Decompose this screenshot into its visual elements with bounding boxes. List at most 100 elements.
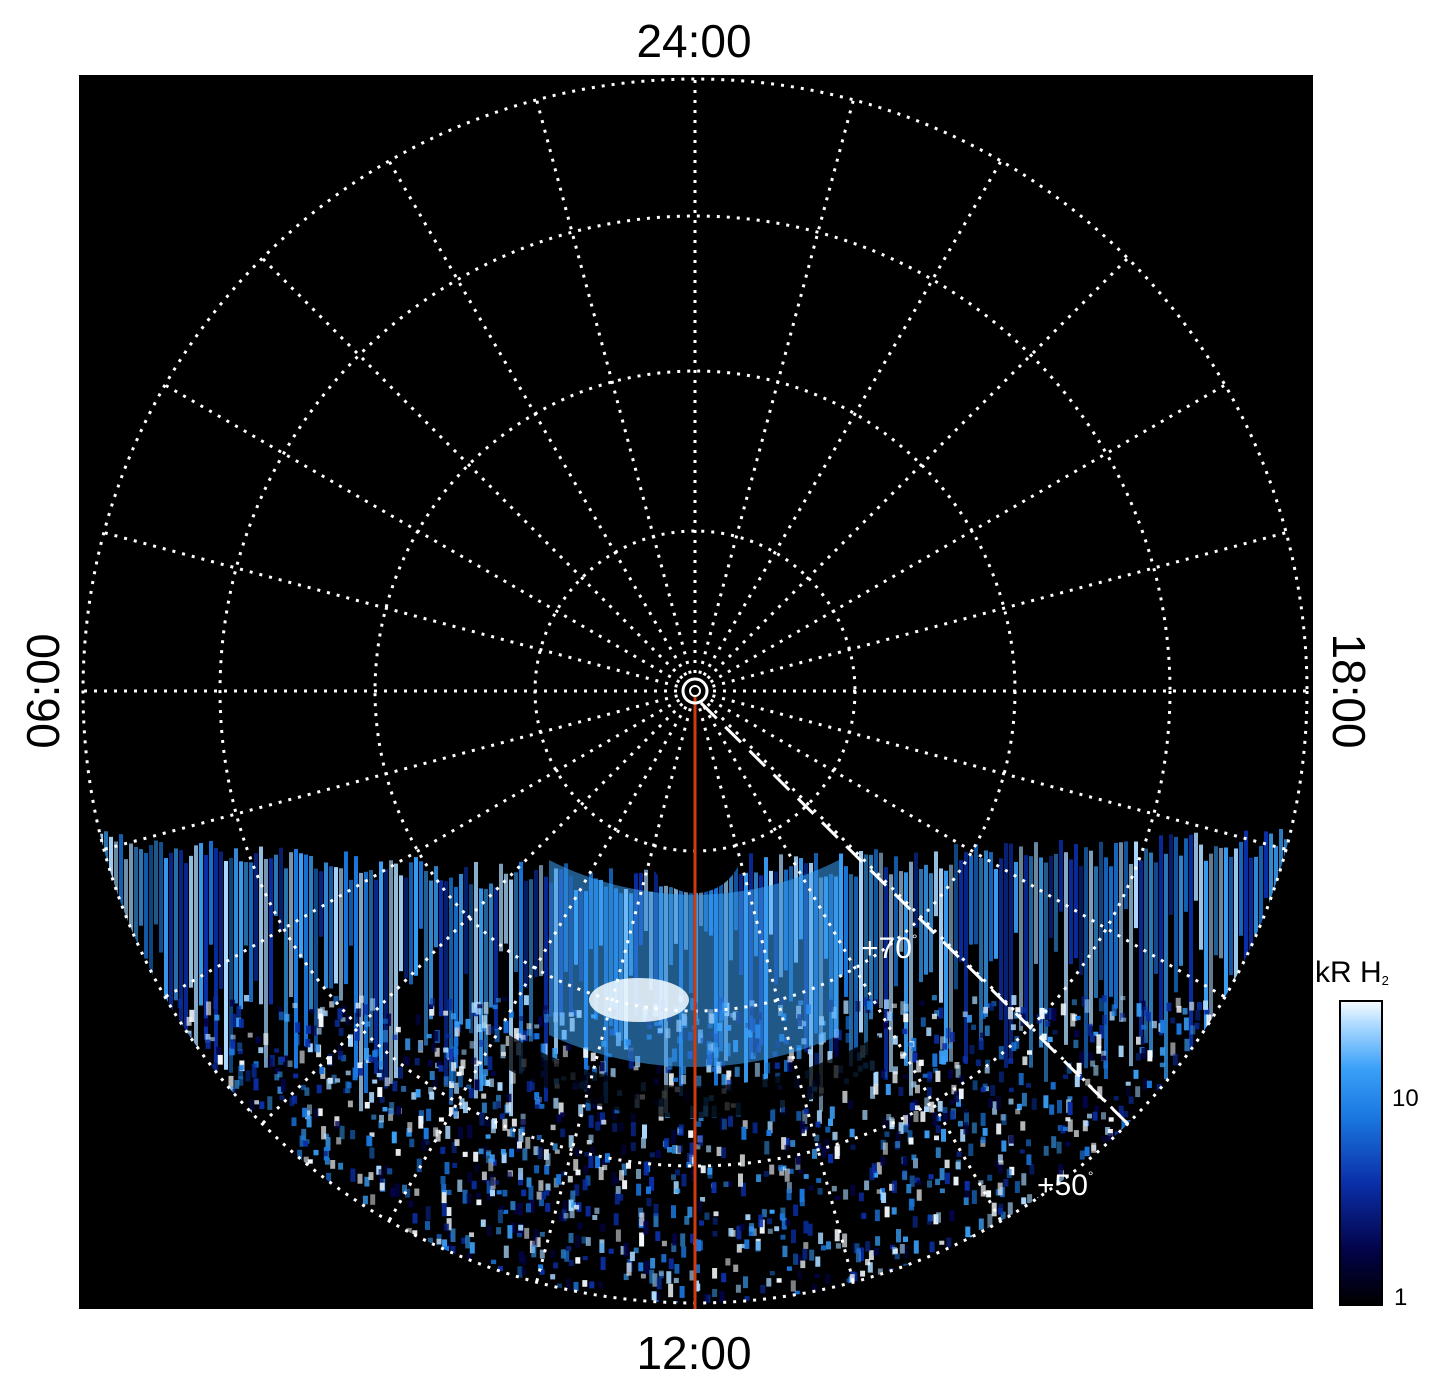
emission-speckle [109, 1253, 115, 1262]
emission-speckle [536, 1191, 542, 1200]
emission-speckle [1136, 1036, 1141, 1045]
emission-speckle [1246, 1093, 1252, 1105]
emission-speckle [298, 1289, 304, 1302]
emission-speckle [108, 1136, 113, 1146]
emission-streak [859, 851, 863, 1033]
emission-speckle [926, 1087, 932, 1099]
emission-speckle [828, 1153, 834, 1164]
emission-speckle [595, 1121, 601, 1131]
emission-speckle [868, 1292, 873, 1303]
emission-speckle [443, 1224, 449, 1232]
emission-speckle [96, 1137, 102, 1145]
emission-speckle [534, 1298, 540, 1303]
emission-speckle [951, 1283, 957, 1297]
emission-speckle [491, 1159, 497, 1166]
emission-speckle [298, 1294, 304, 1301]
emission-speckle [1249, 1125, 1255, 1133]
emission-speckle [1213, 1109, 1219, 1121]
dark-band [509, 1035, 879, 1119]
emission-speckle [179, 1172, 185, 1177]
emission-speckle [1106, 1258, 1112, 1272]
emission-speckle [1088, 1262, 1094, 1272]
emission-speckle [1082, 1275, 1087, 1285]
emission-speckle [1111, 1004, 1117, 1016]
emission-speckle [1288, 1042, 1294, 1054]
emission-speckle [924, 1097, 930, 1111]
emission-speckle [698, 1135, 704, 1146]
emission-speckle [852, 1272, 858, 1286]
emission-speckle [143, 1197, 149, 1206]
emission-speckle [918, 1059, 924, 1066]
emission-speckle [195, 1299, 201, 1303]
emission-speckle [716, 1146, 722, 1157]
emission-speckle [738, 1173, 743, 1187]
emission-speckle [797, 1308, 802, 1309]
emission-speckle [187, 1176, 193, 1190]
emission-speckle [354, 1027, 360, 1041]
emission-speckle [988, 1248, 994, 1254]
emission-speckle [1266, 1129, 1272, 1136]
emission-speckle [1283, 996, 1288, 1004]
emission-speckle [1134, 1202, 1140, 1212]
emission-speckle [502, 996, 508, 1002]
emission-speckle [655, 1231, 661, 1241]
emission-speckle [275, 1067, 281, 1075]
emission-speckle [786, 1266, 792, 1271]
polar-projection-panel: +70° +50° [79, 75, 1313, 1309]
emission-speckle [1082, 1096, 1088, 1109]
emission-speckle [1281, 1153, 1287, 1159]
emission-speckle [314, 1196, 319, 1208]
emission-speckle [1247, 1308, 1252, 1309]
emission-speckle [328, 1297, 334, 1303]
emission-speckle [716, 1061, 722, 1074]
emission-streak [849, 874, 853, 1067]
emission-streak [1074, 843, 1078, 959]
emission-speckle [432, 1075, 438, 1090]
emission-speckle [623, 1273, 629, 1281]
emission-speckle [832, 1131, 838, 1140]
emission-speckle [843, 1189, 849, 1200]
emission-speckle [230, 1039, 236, 1049]
emission-speckle [1259, 1069, 1265, 1077]
emission-speckle [119, 1279, 125, 1288]
emission-speckle [758, 1214, 764, 1228]
emission-speckle [1183, 1275, 1189, 1280]
emission-speckle [113, 1282, 119, 1292]
emission-speckle [511, 1118, 517, 1127]
emission-speckle [228, 1264, 234, 1269]
emission-speckle [507, 1129, 513, 1137]
emission-speckle [199, 1272, 205, 1278]
emission-speckle [1096, 1034, 1102, 1048]
emission-speckle [895, 1131, 901, 1144]
emission-streak [1264, 831, 1268, 898]
emission-streak [884, 867, 888, 1080]
emission-speckle [503, 1245, 509, 1258]
emission-speckle [501, 1051, 506, 1056]
emission-speckle [721, 1273, 727, 1283]
emission-speckle [1203, 1000, 1209, 1010]
emission-speckle [858, 1247, 864, 1261]
emission-speckle [499, 1205, 505, 1212]
emission-speckle [868, 1308, 873, 1309]
emission-speckle [214, 1014, 220, 1021]
emission-speckle [671, 1129, 677, 1144]
emission-speckle [988, 1097, 993, 1109]
emission-speckle [849, 1274, 855, 1283]
emission-speckle [326, 1212, 332, 1219]
emission-speckle [164, 1089, 170, 1101]
emission-speckle [526, 1081, 532, 1093]
emission-speckle [1198, 1200, 1204, 1211]
emission-speckle [518, 1224, 524, 1231]
emission-speckle [1000, 1114, 1006, 1121]
emission-speckle [978, 1180, 984, 1185]
emission-speckle [812, 1148, 817, 1159]
emission-speckle [273, 1148, 279, 1157]
latitude-label-70: +70° [861, 931, 918, 965]
emission-speckle [1268, 1295, 1273, 1303]
emission-speckle [1232, 1242, 1238, 1249]
emission-speckle [1043, 1145, 1049, 1156]
emission-speckle [902, 1156, 908, 1166]
emission-speckle [1270, 1304, 1275, 1309]
emission-speckle [480, 1219, 486, 1227]
emission-speckle [1310, 1162, 1313, 1168]
